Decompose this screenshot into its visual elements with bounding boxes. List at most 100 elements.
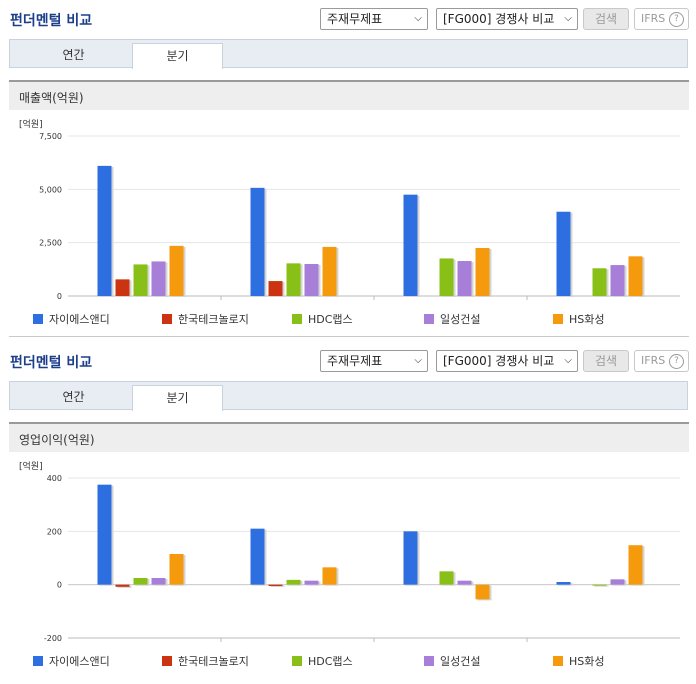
legend-item[interactable]: 한국테크놀로지 — [162, 312, 249, 328]
ifrs-help-button[interactable]: IFRS ? — [634, 350, 689, 372]
chevron-down-icon: ⌵ — [414, 13, 422, 24]
legend-item[interactable]: 한국테크놀로지 — [162, 654, 249, 670]
bar — [97, 165, 112, 296]
bar — [250, 528, 265, 585]
chart-legend: 자이에스앤디 한국테크놀로지 HDC랩스 일성건설 HS화성 — [0, 654, 696, 670]
y-tick-label: -200 — [44, 634, 62, 642]
chevron-down-icon: ⌵ — [564, 355, 572, 366]
legend-swatch — [553, 314, 563, 324]
bar — [151, 578, 166, 585]
bar — [286, 263, 301, 296]
legend-label: HS화성 — [569, 655, 605, 668]
bar — [133, 578, 148, 585]
legend-item[interactable]: HS화성 — [553, 312, 605, 328]
help-icon: ? — [669, 12, 684, 27]
bar — [628, 256, 643, 296]
period-tabs: 연간 분기 — [9, 39, 688, 69]
search-button[interactable]: 검색 — [583, 8, 629, 30]
legend-item[interactable]: HDC랩스 — [292, 312, 353, 328]
bar-shadow — [270, 585, 285, 587]
legend-swatch — [292, 656, 302, 666]
y-tick-label: 400 — [47, 474, 62, 483]
panel-divider — [9, 336, 689, 337]
y-tick-label: 2,500 — [39, 239, 62, 248]
legend-swatch — [162, 314, 172, 324]
statement-select[interactable]: 주재무제표 ⌵ — [320, 8, 428, 30]
bar — [133, 264, 148, 296]
bar — [115, 279, 130, 296]
legend-item[interactable]: HS화성 — [553, 654, 605, 670]
legend-label: 일성건설 — [440, 313, 481, 326]
bar — [457, 580, 472, 585]
y-tick-label: 5,000 — [39, 185, 62, 194]
legend-swatch — [424, 656, 434, 666]
legend-swatch — [33, 656, 43, 666]
unit-label: [억원] — [19, 462, 43, 472]
bar — [250, 187, 265, 296]
legend-swatch — [424, 314, 434, 324]
chart-legend: 자이에스앤디 한국테크놀로지 HDC랩스 일성건설 HS화성 — [0, 312, 696, 328]
statement-select-value: 주재무제표 — [327, 354, 383, 368]
ifrs-label: IFRS — [641, 354, 666, 367]
legend-label: 일성건설 — [440, 655, 481, 668]
unit-label: [억원] — [19, 120, 43, 130]
tab-quarterly[interactable]: 분기 — [132, 385, 223, 411]
bar — [475, 248, 490, 296]
compare-select-value: [FG000] 경쟁사 비교 — [443, 354, 555, 368]
legend-item[interactable]: HDC랩스 — [292, 654, 353, 670]
ifrs-help-button[interactable]: IFRS ? — [634, 8, 689, 30]
panel-header: 펀더멘털 비교 주재무제표 ⌵ [FG000] 경쟁사 비교 ⌵ 검색 IFRS… — [0, 0, 696, 34]
revenue-bar-chart: 02,5005,0007,5002023/062023/092023/12202… — [39, 132, 680, 300]
legend-item[interactable]: 자이에스앤디 — [33, 312, 110, 328]
statement-select[interactable]: 주재무제표 ⌵ — [320, 350, 428, 372]
bar — [151, 261, 166, 296]
chevron-down-icon: ⌵ — [414, 355, 422, 366]
bar — [592, 584, 607, 586]
bar — [457, 261, 472, 296]
period-tabs: 연간 분기 — [9, 381, 688, 411]
legend-swatch — [553, 656, 563, 666]
bar — [439, 571, 454, 585]
bar — [304, 580, 319, 585]
bar — [403, 194, 418, 296]
bar — [268, 281, 283, 296]
bar — [403, 531, 418, 585]
bar — [475, 584, 490, 600]
bar — [556, 582, 571, 585]
bar — [268, 584, 283, 586]
legend-label: 자이에스앤디 — [49, 655, 110, 668]
section-title: 영업이익(억원) — [19, 433, 95, 447]
section-header: 매출액(억원) — [9, 80, 689, 110]
y-tick-label: 7,500 — [39, 132, 62, 141]
tab-annual[interactable]: 연간 — [62, 390, 85, 404]
legend-swatch — [292, 314, 302, 324]
panel-title: 펀더멘털 비교 — [10, 355, 93, 371]
legend-label: HDC랩스 — [308, 313, 353, 326]
tab-annual[interactable]: 연간 — [62, 48, 85, 62]
search-button[interactable]: 검색 — [583, 350, 629, 372]
tab-quarterly[interactable]: 분기 — [132, 43, 223, 69]
section-title: 매출액(억원) — [19, 91, 84, 105]
y-tick-label: 0 — [57, 292, 62, 300]
fundamental-panel-operating-income: 펀더멘털 비교 주재무제표 ⌵ [FG000] 경쟁사 비교 ⌵ 검색 IFRS… — [0, 342, 696, 684]
legend-item[interactable]: 일성건설 — [424, 312, 480, 328]
bar — [610, 579, 625, 585]
section-header: 영업이익(억원) — [9, 422, 689, 452]
y-tick-label: 200 — [47, 527, 62, 536]
statement-select-value: 주재무제표 — [327, 12, 383, 26]
bar — [304, 264, 319, 296]
bar — [169, 554, 184, 585]
legend-item[interactable]: 일성건설 — [424, 654, 480, 670]
panel-header: 펀더멘털 비교 주재무제표 ⌵ [FG000] 경쟁사 비교 ⌵ 검색 IFRS… — [0, 342, 696, 376]
compare-select[interactable]: [FG000] 경쟁사 비교 ⌵ — [436, 8, 578, 30]
bar — [592, 268, 607, 296]
legend-item[interactable]: 자이에스앤디 — [33, 654, 110, 670]
panel-title: 펀더멘털 비교 — [10, 13, 93, 29]
compare-select[interactable]: [FG000] 경쟁사 비교 ⌵ — [436, 350, 578, 372]
bar — [610, 265, 625, 296]
bar — [97, 484, 112, 585]
help-icon: ? — [669, 354, 684, 369]
legend-label: 한국테크놀로지 — [178, 313, 249, 326]
legend-swatch — [162, 656, 172, 666]
bar — [286, 579, 301, 585]
